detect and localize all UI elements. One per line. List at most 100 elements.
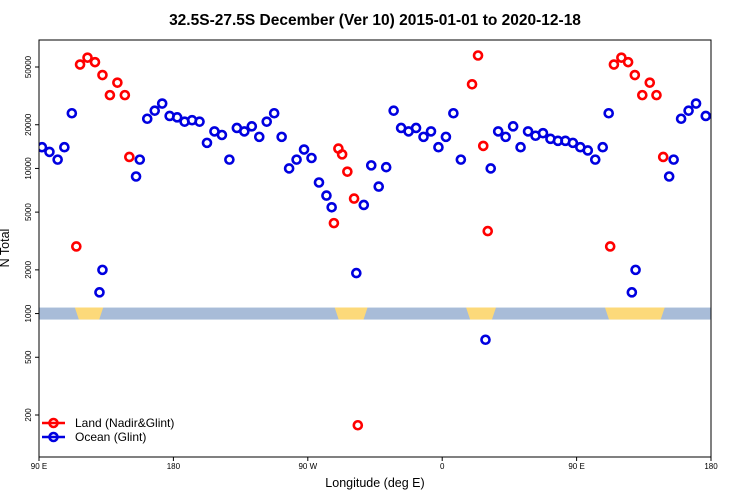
land-point — [637, 89, 648, 101]
ocean-point — [149, 105, 161, 116]
land-point — [604, 241, 616, 252]
ocean-point — [388, 105, 399, 116]
ocean-point — [373, 181, 385, 192]
ocean-point — [425, 126, 437, 137]
ocean-point — [410, 122, 422, 134]
ocean-point — [358, 199, 370, 211]
x-tick-label: 90 E — [31, 462, 47, 471]
legend: Land (Nadir&Glint) Ocean (Glint) — [42, 416, 174, 444]
ocean-point — [663, 171, 675, 182]
land-point — [97, 69, 108, 81]
ocean-point — [216, 129, 228, 141]
land-point — [608, 59, 620, 70]
ocean-point — [567, 137, 579, 149]
land-point — [348, 193, 360, 204]
ocean-point — [224, 154, 235, 165]
ocean-point — [597, 141, 609, 153]
legend-land-label: Land (Nadir&Glint) — [75, 416, 174, 430]
ocean-point — [522, 126, 534, 137]
ocean-point — [298, 144, 310, 155]
land-point — [352, 419, 364, 431]
x-axis-label: Longitude (deg E) — [325, 476, 424, 490]
land-point — [472, 50, 484, 61]
band-land-segment — [334, 307, 368, 320]
ocean-point — [141, 113, 153, 125]
ocean-point — [500, 131, 511, 143]
ocean-point — [626, 287, 638, 298]
ocean-point — [130, 171, 142, 182]
ocean-point — [630, 264, 641, 276]
ocean-point — [97, 264, 108, 276]
ocean-point — [683, 105, 694, 116]
land-point — [482, 225, 494, 237]
x-tick-label: 0 — [440, 462, 445, 471]
ocean-point — [418, 131, 429, 143]
ocean-point — [690, 98, 702, 109]
y-axis-label: N Total — [0, 229, 12, 268]
land-point — [112, 77, 123, 88]
band-ocean — [39, 307, 711, 320]
plot-frame — [38, 39, 712, 458]
ocean-point — [261, 116, 273, 127]
ocean-point — [351, 267, 362, 279]
y-tick-label: 20000 — [24, 113, 33, 136]
land-point — [477, 140, 489, 152]
ocean-point — [675, 113, 687, 125]
land-point — [74, 59, 86, 70]
ocean-point — [291, 154, 302, 165]
y-tick-label: 5000 — [24, 203, 33, 221]
ocean-point — [171, 112, 183, 123]
ocean-point — [66, 107, 78, 119]
land-point — [336, 149, 348, 160]
y-tick-label: 200 — [24, 408, 33, 422]
reference-band — [39, 307, 711, 320]
land-point — [644, 77, 656, 88]
ocean-point — [668, 154, 679, 165]
band-land-segment — [604, 307, 665, 320]
ocean-point — [283, 163, 295, 174]
land-point — [328, 217, 340, 229]
ocean-point — [194, 116, 205, 127]
land-point — [657, 151, 669, 163]
land-point — [104, 89, 116, 101]
ocean-point — [326, 201, 337, 213]
y-tick-label: 1000 — [24, 304, 33, 322]
x-axis: 90 E 180 90 W 0 90 E 180 — [31, 457, 718, 471]
ocean-point — [156, 98, 168, 109]
ocean-point — [52, 154, 63, 165]
legend-ocean-label: Ocean (Glint) — [75, 430, 146, 444]
ocean-point — [59, 141, 70, 153]
x-tick-label: 90 W — [298, 462, 317, 471]
land-point — [622, 56, 634, 68]
land-point — [82, 52, 93, 63]
band-land-segment — [466, 307, 496, 320]
y-tick-label: 500 — [24, 350, 33, 364]
ocean-point — [480, 334, 491, 346]
ocean-point — [380, 161, 392, 173]
ocean-point — [455, 154, 467, 165]
y-tick-label: 2000 — [24, 260, 33, 278]
ocean-point — [582, 145, 594, 156]
ocean-point — [365, 160, 377, 171]
ocean-point — [507, 121, 519, 132]
ocean-point — [492, 126, 504, 137]
x-tick-label: 180 — [167, 462, 181, 471]
land-point — [89, 56, 101, 68]
legend-land-marker — [48, 417, 59, 429]
chart-title: 32.5S-27.5S December (Ver 10) 2015-01-01… — [169, 12, 581, 29]
ocean-point — [321, 190, 332, 201]
ocean-point — [239, 126, 250, 137]
land-point — [342, 166, 353, 177]
land-point — [71, 241, 82, 252]
land-point — [119, 89, 131, 101]
land-point — [629, 69, 641, 81]
y-tick-label: 50000 — [24, 55, 33, 78]
land-point — [466, 78, 478, 90]
ocean-point — [448, 107, 459, 119]
ocean-point — [589, 154, 601, 165]
band-land-segment — [74, 307, 104, 320]
ocean-point — [134, 154, 146, 165]
ocean-point — [201, 137, 213, 149]
y-tick-label: 10000 — [24, 157, 33, 180]
